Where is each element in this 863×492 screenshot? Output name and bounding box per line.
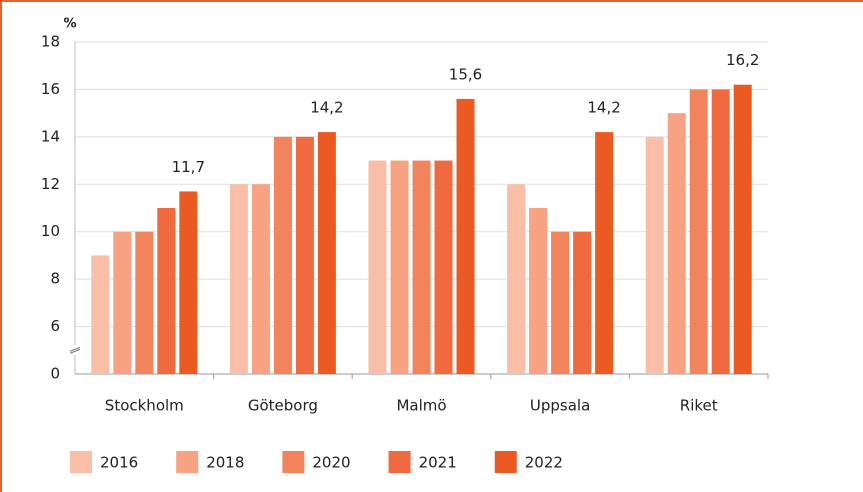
bar [91,255,110,374]
bar [645,136,664,374]
legend-label: 2020 [312,454,350,472]
legend-swatch [388,451,411,473]
x-tick-label: Stockholm [105,397,184,415]
y-tick-label: 10 [41,222,60,240]
bar [273,136,292,374]
y-tick-label: 0 [50,365,60,383]
bar [251,184,270,374]
bar [689,89,708,374]
y-tick-label: 16 [41,80,60,98]
y-tick-label: 6 [50,317,60,335]
data-label: 16,2 [726,51,759,69]
bar [507,184,526,374]
x-tick-label: Malmö [396,397,446,415]
data-label: 14,2 [587,99,620,117]
y-axis-label: % [63,17,76,32]
legend-label: 2021 [419,454,457,472]
bar [667,113,686,375]
bar [412,160,431,374]
bar [456,98,475,375]
legend-swatch [494,451,517,473]
x-tick-label: Göteborg [248,397,318,415]
bar [733,84,752,374]
bar [595,132,614,374]
legend-swatch [176,451,199,473]
legend-label: 2022 [525,454,563,472]
axis-break [69,346,81,354]
data-label: 15,6 [449,65,482,83]
bar [229,184,248,374]
bar [135,231,154,374]
x-tick-label: Uppsala [530,397,590,415]
data-label: 14,2 [310,99,343,117]
bar [390,160,409,374]
bar [434,160,453,374]
bar [179,191,198,374]
bar [368,160,387,374]
y-tick-label: 8 [50,270,60,288]
bar [157,208,176,374]
bar [113,231,132,374]
bar [295,136,314,374]
legend-swatch [282,451,305,473]
y-tick-label: 14 [41,127,60,145]
bar [711,89,730,374]
bar [573,231,592,374]
data-label: 11,7 [172,158,205,176]
axis-break-gap [70,345,80,356]
y-tick-label: 12 [41,175,60,193]
y-tick-label: 18 [41,33,60,51]
bar [317,132,336,374]
bar [551,231,570,374]
legend-swatch [70,451,92,473]
x-tick-label: Riket [680,397,718,415]
legend-label: 2018 [206,454,244,472]
legend-label: 2016 [100,454,138,472]
bar [529,208,548,374]
